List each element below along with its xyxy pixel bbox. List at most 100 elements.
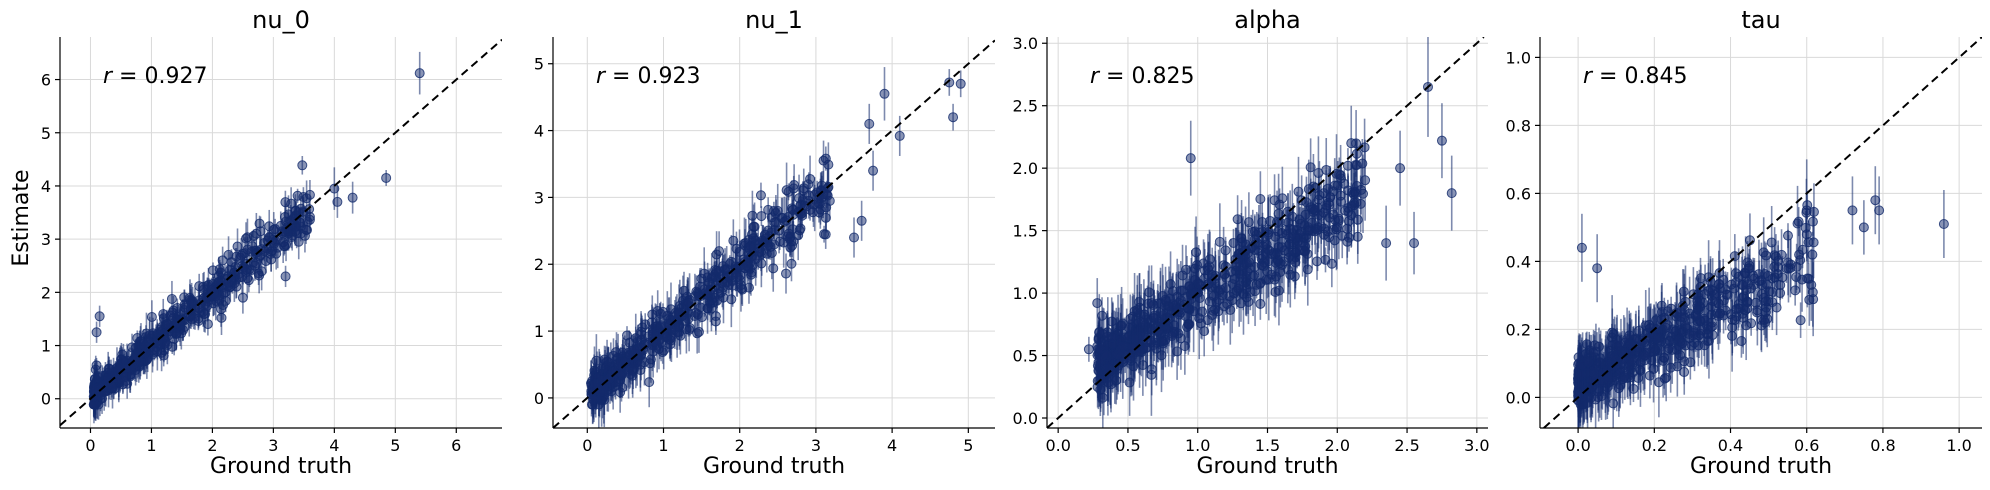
data-point [601, 356, 612, 367]
data-point [654, 335, 665, 346]
identity-line [1047, 37, 1485, 428]
data-point [1625, 339, 1636, 350]
x-tick-label: 0.2 [1642, 436, 1667, 455]
identity-line [60, 38, 502, 427]
data-point [1658, 355, 1669, 366]
data-point [266, 254, 277, 265]
data-points [586, 67, 966, 428]
x-tick-label: 2.5 [1394, 436, 1419, 455]
x-tick-label: 0.6 [1794, 436, 1819, 455]
data-point [1226, 266, 1237, 277]
y-tick-label: 2.0 [1013, 159, 1038, 178]
data-point [1759, 314, 1770, 325]
data-point [1351, 148, 1362, 159]
y-tick-label: 2 [41, 283, 51, 302]
data-point [1331, 224, 1342, 235]
y-tick-label: 1.0 [1506, 48, 1531, 67]
correlation-symbol: r [103, 64, 114, 89]
data-point [1300, 209, 1311, 220]
data-point [1870, 195, 1881, 206]
data-point [704, 287, 715, 298]
data-point [216, 312, 227, 323]
data-point [756, 211, 767, 222]
data-point [805, 173, 816, 184]
data-point [188, 312, 199, 323]
y-tick-label: 0.6 [1506, 184, 1531, 203]
data-point [1184, 281, 1195, 292]
correlation-value: = 0.923 [605, 64, 700, 89]
data-point [666, 332, 677, 343]
data-point [1801, 205, 1812, 216]
data-point [214, 294, 225, 305]
data-points [88, 51, 425, 424]
data-point [1094, 327, 1105, 338]
data-point [948, 112, 959, 123]
x-tick-label: 3.0 [1464, 436, 1489, 455]
data-point [644, 358, 655, 369]
data-point [625, 369, 636, 380]
data-point [166, 293, 177, 304]
data-point [347, 192, 358, 203]
data-point [232, 241, 243, 252]
data-point [1213, 294, 1224, 305]
y-tick-label: 4 [41, 177, 51, 196]
data-point [1651, 333, 1662, 344]
correlation-label: r = 0.927 [103, 64, 207, 89]
data-point [1436, 135, 1447, 146]
x-tick-label: 1 [658, 436, 668, 455]
data-point [727, 280, 738, 291]
data-point [1738, 279, 1749, 290]
data-point [1182, 322, 1193, 333]
x-tick-label: 0.5 [1115, 436, 1140, 455]
data-point [280, 271, 291, 282]
data-point [1342, 223, 1353, 234]
data-point [818, 155, 829, 166]
data-point [716, 287, 727, 298]
data-point [1763, 270, 1774, 281]
y-tick-label: 6 [41, 71, 51, 90]
data-point [1807, 216, 1818, 227]
data-point [768, 263, 779, 274]
x-tick-label: 0.4 [1718, 436, 1743, 455]
subplot-title: alpha [1234, 6, 1301, 34]
data-point [1726, 279, 1737, 290]
data-point [1349, 200, 1360, 211]
data-point [1409, 238, 1420, 249]
data-point [1743, 263, 1754, 274]
x-tick-label: 0.0 [1045, 436, 1070, 455]
data-point [1250, 286, 1261, 297]
data-point [1141, 342, 1152, 353]
data-point [783, 186, 794, 197]
subplot-2: 0 1 2 3 4 5 0 1 2 3 4 5 nu_1 Ground truth r = 0.923 [534, 6, 995, 479]
x-tick-label: 4 [887, 436, 897, 455]
data-point [1168, 286, 1179, 297]
data-point [1718, 310, 1729, 321]
data-point [1678, 286, 1689, 297]
data-point [1741, 320, 1752, 331]
data-point [766, 212, 777, 223]
y-tick-label: 5 [534, 55, 544, 74]
data-point [749, 221, 760, 232]
data-point [1593, 392, 1604, 403]
data-point [1665, 362, 1676, 373]
data-point [231, 281, 242, 292]
data-point [106, 382, 117, 393]
data-point [1179, 341, 1190, 352]
y-tick-label: 1.0 [1013, 284, 1038, 303]
x-tick-label: 1.0 [1185, 436, 1210, 455]
data-point [1083, 344, 1094, 355]
data-point [1346, 138, 1357, 149]
data-point [894, 130, 905, 141]
data-point [1381, 238, 1392, 249]
data-point [1244, 257, 1255, 268]
x-tick-label: 3 [811, 436, 821, 455]
data-point [783, 228, 794, 239]
data-point [1707, 321, 1718, 332]
data-point [681, 324, 692, 335]
data-point [1185, 153, 1196, 164]
data-point [879, 88, 890, 99]
data-point [710, 311, 721, 322]
data-point [1318, 207, 1329, 218]
data-point [1257, 216, 1268, 227]
data-point [819, 229, 830, 240]
